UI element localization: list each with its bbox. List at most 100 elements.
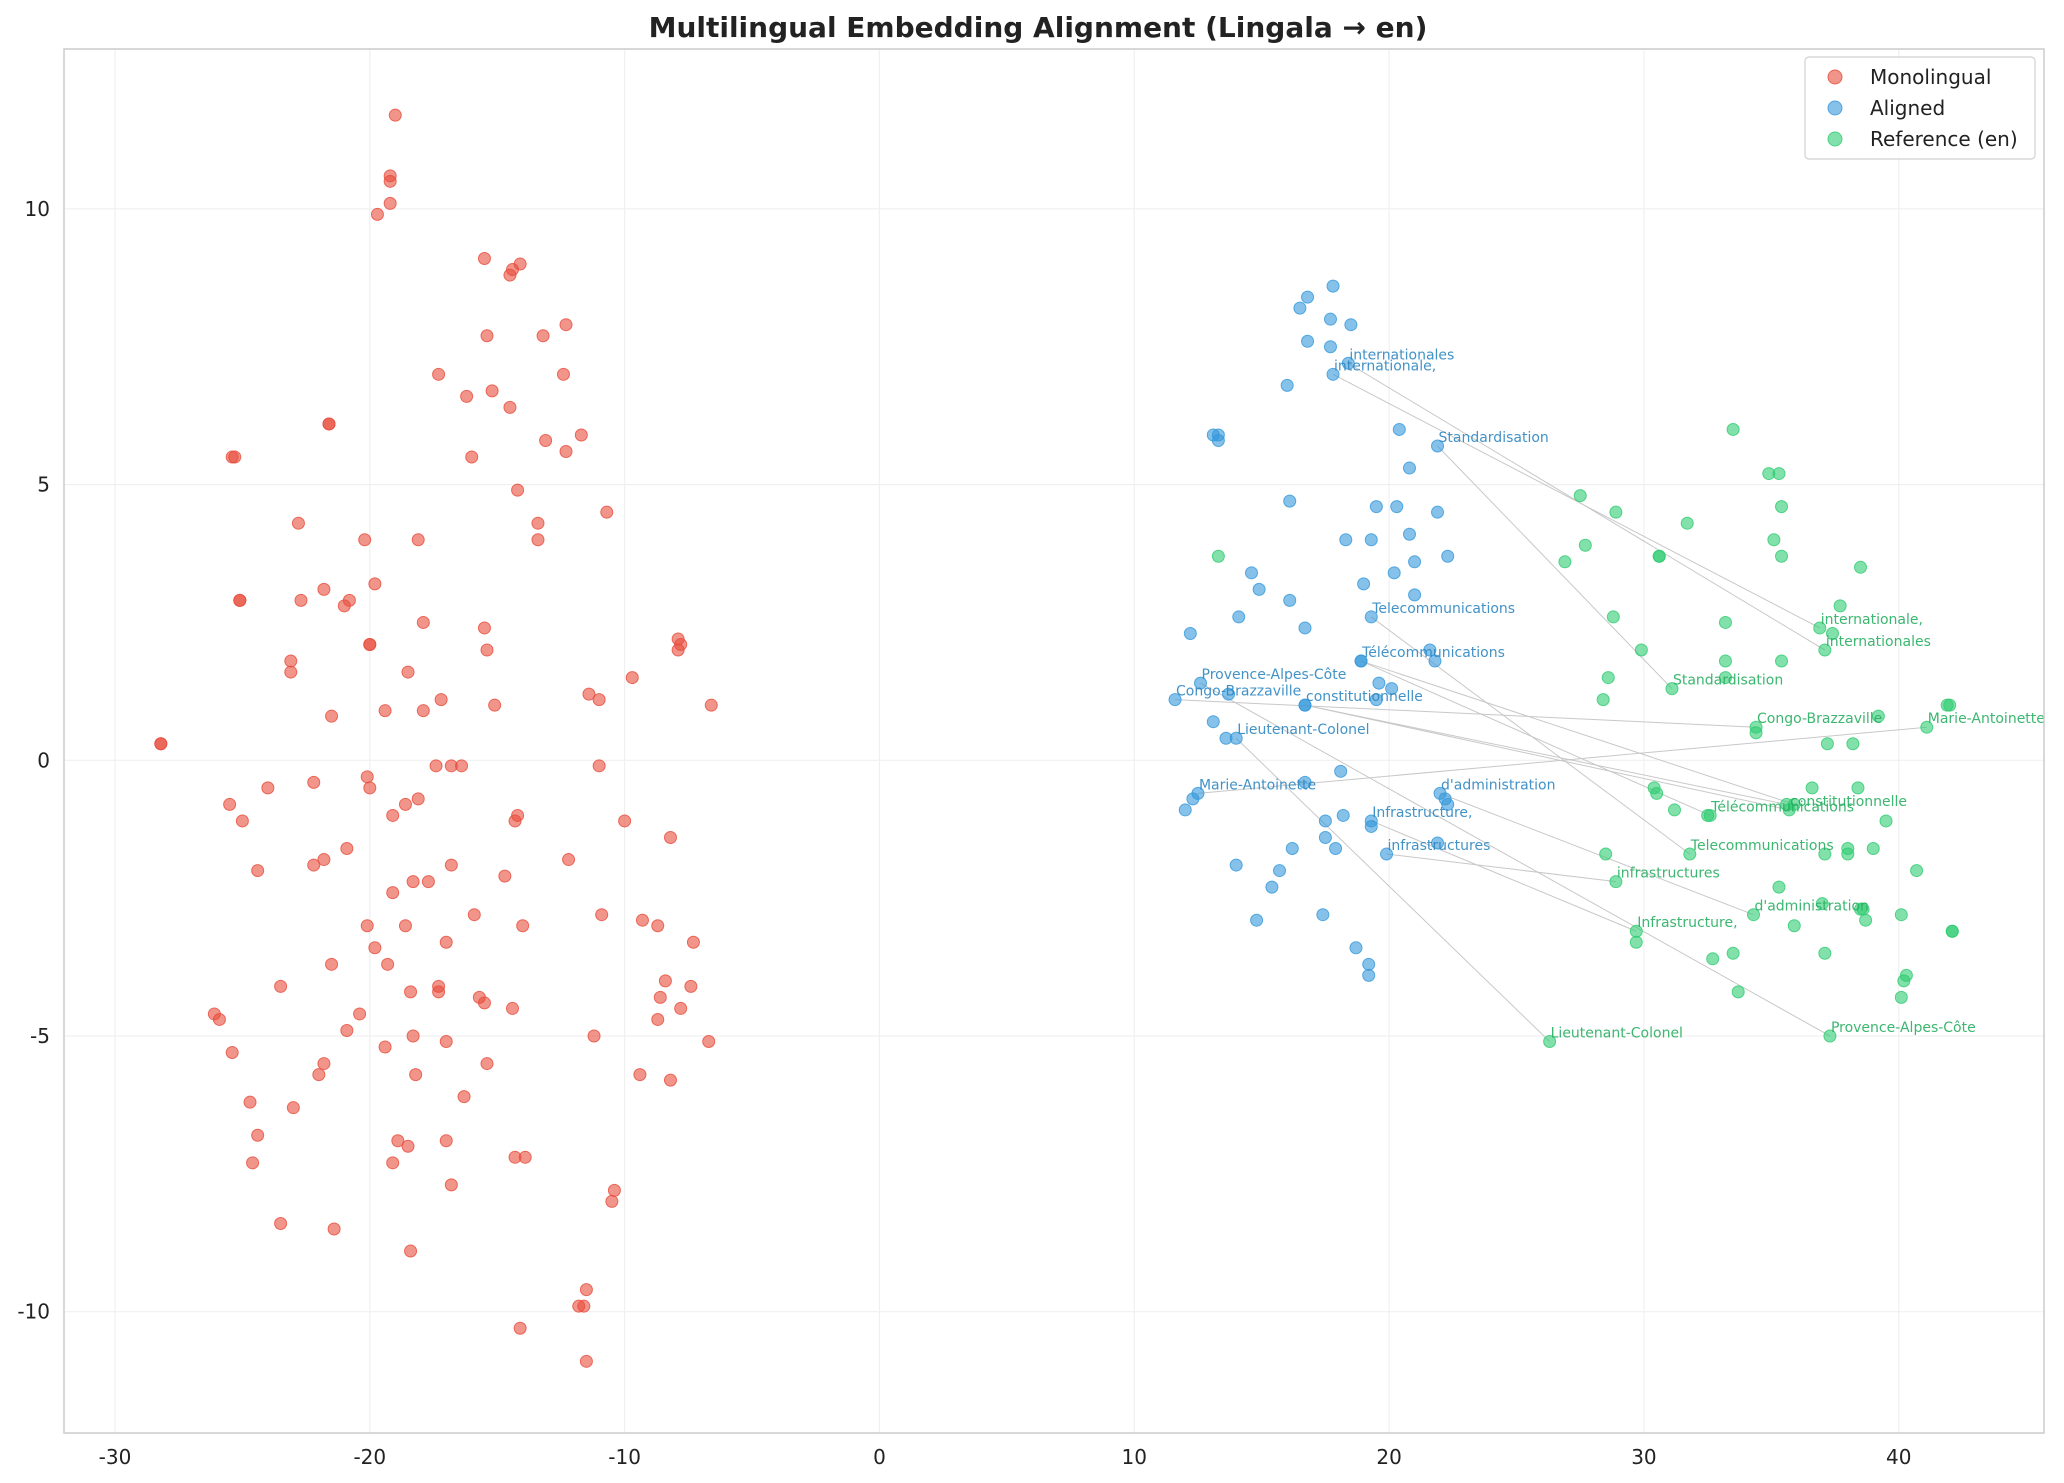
reference-point (1665, 682, 1679, 696)
legend-label-reference: Reference (en) (1870, 127, 2018, 151)
data-points (154, 108, 1959, 1368)
monolingual-point (398, 797, 412, 811)
monolingual-point (225, 1046, 239, 1060)
aligned-point (1387, 566, 1401, 580)
reference-point (1920, 720, 1934, 734)
aligned-point (1349, 941, 1363, 955)
reference-point-label: internationales (1826, 634, 1931, 650)
aligned-point-label: Standardisation (1439, 430, 1549, 446)
monolingual-point (246, 1156, 260, 1170)
monolingual-point (391, 1134, 405, 1148)
aligned-point (1301, 290, 1315, 304)
aligned-point (1283, 494, 1297, 508)
monolingual-point (444, 1178, 458, 1192)
reference-point (1680, 516, 1694, 530)
reference-point (1813, 621, 1827, 635)
monolingual-point (401, 1139, 415, 1153)
x-tick-label: -30 (99, 1445, 132, 1469)
aligned-point (1316, 908, 1330, 922)
reference-point (1775, 549, 1789, 563)
aligned-point (1364, 610, 1378, 624)
reference-point (1543, 1035, 1557, 1049)
monolingual-point (574, 428, 588, 442)
monolingual-point (340, 1023, 354, 1037)
monolingual-point (539, 433, 553, 447)
monolingual-point (592, 693, 606, 707)
reference-point (1596, 693, 1610, 707)
monolingual-point (432, 985, 446, 999)
reference-point-label: Congo-Brazzaville (1757, 711, 1882, 727)
reference-point (1782, 803, 1796, 817)
plot-frame (63, 48, 2045, 1434)
reference-point (1609, 505, 1623, 519)
reference-point-label: Standardisation (1673, 673, 1783, 689)
alignment-connector (1304, 704, 1787, 805)
aligned-point (1344, 318, 1358, 332)
monolingual-point (605, 1194, 619, 1208)
aligned-point (1323, 312, 1337, 326)
alignment-connector (1386, 853, 1616, 883)
reference-point (1943, 698, 1957, 712)
reference-point (1818, 847, 1832, 861)
reference-point (1787, 919, 1801, 933)
monolingual-point (327, 1222, 341, 1236)
legend-marker-aligned (1827, 100, 1843, 116)
monolingual-point (505, 1001, 519, 1015)
aligned-point (1280, 378, 1294, 392)
reference-point (1815, 897, 1829, 911)
monolingual-point (274, 979, 288, 993)
monolingual-point (294, 593, 308, 607)
monolingual-point (383, 196, 397, 210)
aligned-point (1318, 830, 1332, 844)
monolingual-point (416, 704, 430, 718)
monolingual-point (658, 974, 672, 988)
aligned-point-label: Infrastructure, (1372, 805, 1472, 821)
monolingual-point (618, 814, 632, 828)
reference-point (1706, 952, 1720, 966)
aligned-point (1402, 461, 1416, 475)
monolingual-point (556, 367, 570, 381)
alignment-connector (1200, 682, 1831, 1037)
monolingual-point (671, 643, 685, 657)
reference-point (1833, 599, 1847, 613)
monolingual-point (386, 808, 400, 822)
aligned-point (1372, 676, 1386, 690)
monolingual-point (686, 935, 700, 949)
aligned-point-label: Marie-Antoinette (1199, 777, 1316, 793)
reference-point (1897, 974, 1911, 988)
y-tick-label: -10 (17, 1300, 50, 1324)
monolingual-point (291, 516, 305, 530)
monolingual-point (477, 621, 491, 635)
monolingual-point (307, 775, 321, 789)
monolingual-point (368, 577, 382, 591)
monolingual-point (228, 450, 242, 464)
monolingual-point (409, 1068, 423, 1082)
monolingual-point (531, 533, 545, 547)
monolingual-point (439, 1035, 453, 1049)
reference-point-label: constitutionnelle (1790, 794, 1907, 810)
aligned-point (1293, 301, 1307, 315)
reference-point (1825, 626, 1839, 640)
monolingual-point (212, 1012, 226, 1026)
alignment-connector (1197, 726, 1927, 794)
monolingual-point (251, 864, 265, 878)
reference-point (1841, 847, 1855, 861)
aligned-point (1326, 367, 1340, 381)
reference-point (1601, 671, 1615, 685)
aligned-point-label: Congo-Brazzaville (1176, 684, 1301, 700)
monolingual-point (416, 615, 430, 629)
monolingual-point (284, 654, 298, 668)
reference-point (1652, 549, 1666, 563)
reference-point (1578, 538, 1592, 552)
reference-point (1749, 726, 1763, 740)
aligned-point (1301, 334, 1315, 348)
monolingual-point (582, 687, 596, 701)
reference-point (1818, 946, 1832, 960)
aligned-point (1211, 433, 1225, 447)
monolingual-point (498, 869, 512, 883)
monolingual-point (404, 1244, 418, 1258)
monolingual-point (511, 483, 525, 497)
aligned-point (1222, 687, 1236, 701)
monolingual-point (358, 533, 372, 547)
